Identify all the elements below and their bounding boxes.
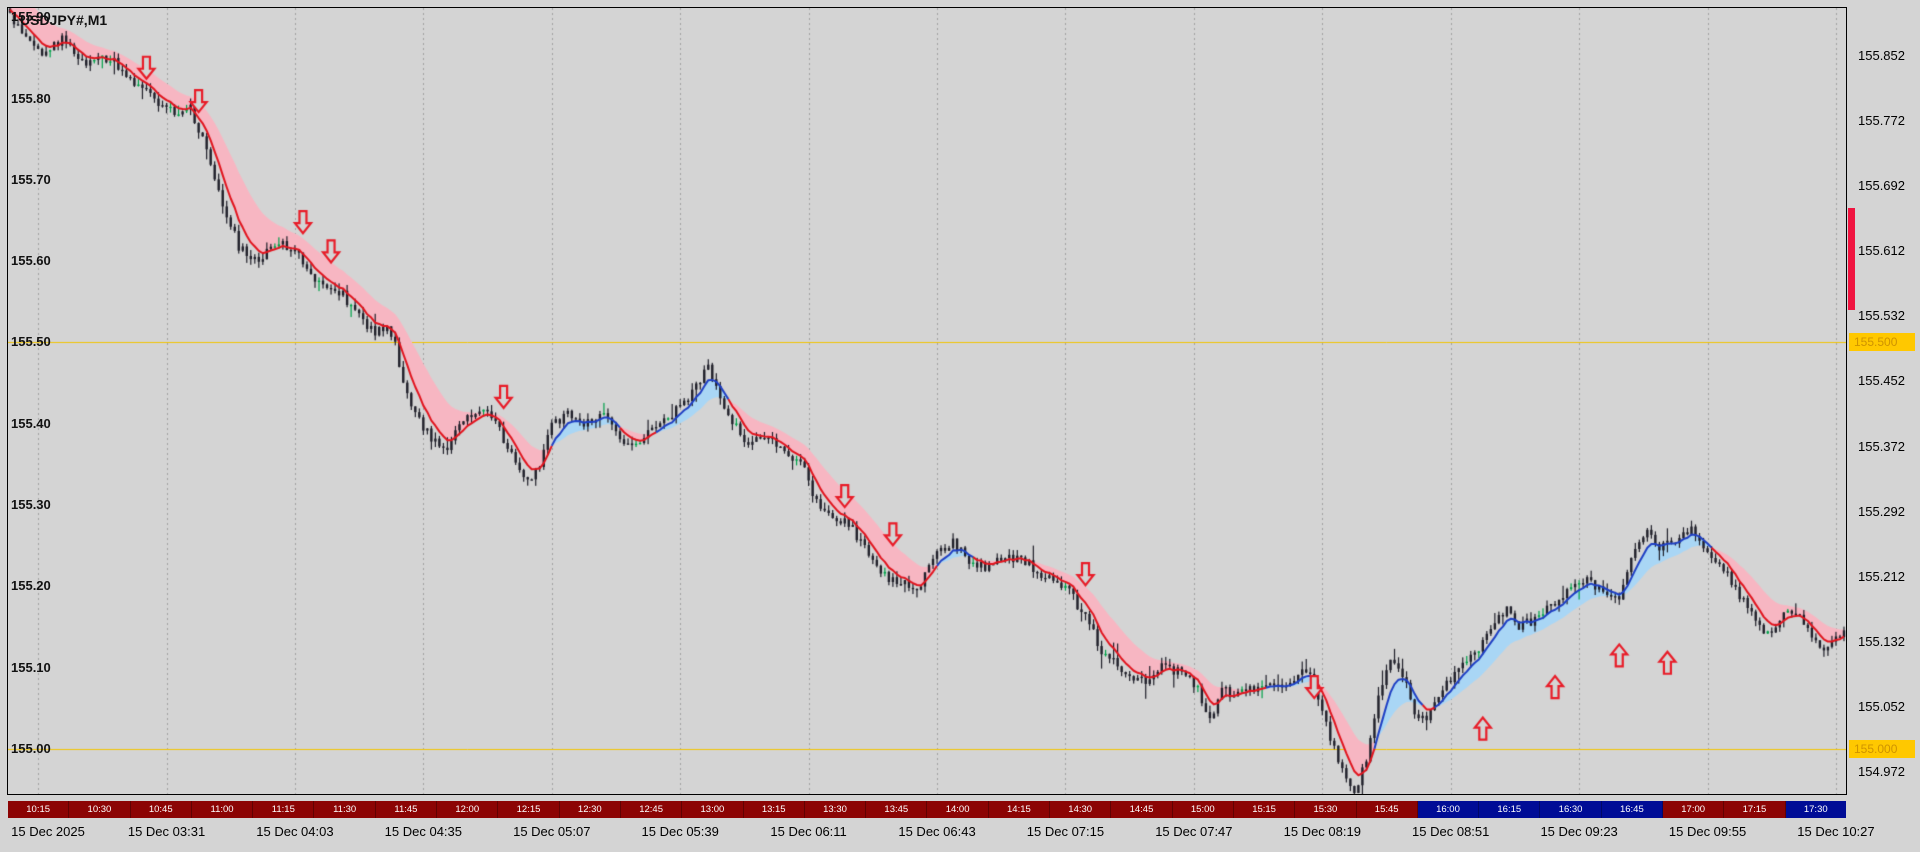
session-cell: 12:00 [437, 801, 499, 818]
session-cell: 15:45 [1356, 801, 1418, 818]
session-cell: 14:45 [1111, 801, 1173, 818]
session-cell: 12:15 [498, 801, 560, 818]
time-axis-label: 15 Dec 08:19 [1283, 824, 1361, 839]
price-axis-tick: 155.852 [1858, 48, 1905, 64]
session-cell: 12:30 [559, 801, 621, 818]
price-axis-tick: 155.292 [1858, 503, 1905, 519]
session-indicator-strip: 10:15 10:30 10:45 11:00 11:15 11:30 11:45 12:00… [8, 801, 1846, 818]
time-axis-label: 15 Dec 06:11 [770, 824, 847, 839]
price-level-label: 155.20 [11, 578, 51, 594]
time-axis-label: 15 Dec 05:39 [641, 824, 719, 839]
price-axis-tick: 155.532 [1858, 308, 1905, 324]
session-cell: 13:30 [804, 801, 867, 818]
price-axis-tick: 154.972 [1858, 763, 1905, 779]
session-cell: 11:30 [314, 801, 376, 818]
price-level-label: 155.10 [11, 659, 51, 675]
session-cell: 16:45 [1601, 801, 1664, 818]
price-level-label: 155.40 [11, 415, 51, 431]
session-cell: 13:15 [743, 801, 805, 818]
session-cell: 16:15 [1479, 801, 1541, 818]
time-axis-label: 15 Dec 10:27 [1797, 824, 1875, 839]
time-axis-label: 15 Dec 09:55 [1668, 824, 1747, 839]
time-axis[interactable]: 15 Dec 2025 15 Dec 03:31 15 Dec 04:03 15 De… [0, 824, 1920, 842]
price-axis-tick: 155.372 [1858, 438, 1905, 454]
price-axis-tick: 155.212 [1858, 568, 1905, 584]
session-cell: 17:15 [1724, 801, 1786, 818]
time-axis-label: 15 Dec 09:23 [1540, 824, 1618, 839]
candlestick-canvas[interactable] [8, 8, 1846, 794]
session-cell: 13:45 [866, 801, 928, 818]
time-axis-label: 15 Dec 06:43 [898, 824, 976, 839]
session-cell: 17:30 [1785, 801, 1846, 818]
price-axis-tick: 155.772 [1858, 113, 1905, 129]
time-axis-label: 15 Dec 05:07 [513, 824, 591, 839]
time-axis-label: 15 Dec 07:15 [1026, 824, 1105, 839]
price-axis[interactable]: 155.852 155.772 155.692 155.612 155.532 155.4… [1847, 8, 1920, 794]
price-axis-tick: 155.692 [1858, 178, 1905, 194]
price-axis-tick: 155.132 [1858, 633, 1905, 649]
price-level-label: 155.80 [11, 90, 51, 106]
session-cell: 16:30 [1540, 801, 1602, 818]
time-axis-label: 15 Dec 07:47 [1155, 824, 1233, 839]
time-axis-label: 15 Dec 03:31 [127, 824, 206, 839]
price-axis-tick: 155.452 [1858, 373, 1905, 389]
price-level-label: 155.60 [11, 253, 51, 269]
session-cell: 15:15 [1233, 801, 1296, 818]
time-axis-label: 15 Dec 04:03 [256, 824, 334, 839]
price-level-label: 155.30 [11, 497, 51, 513]
session-cell: 13:00 [682, 801, 744, 818]
session-cell: 14:00 [927, 801, 989, 818]
session-cell: 11:45 [375, 801, 438, 818]
session-cell: 16:00 [1417, 801, 1480, 818]
price-level-label: 155.90 [11, 9, 51, 25]
session-cell: 15:00 [1172, 801, 1234, 818]
price-axis-tick: 155.052 [1858, 698, 1905, 714]
price-line-badge: 155.500 [1849, 333, 1915, 352]
session-cell: 14:15 [988, 801, 1051, 818]
time-axis-label: 15 Dec 2025 [11, 824, 85, 839]
session-cell: 10:15 [8, 801, 70, 818]
time-axis-label: 15 Dec 08:51 [1412, 824, 1490, 839]
session-cell: 11:00 [191, 801, 254, 818]
price-chart-area[interactable]: USDJPY#,M1 155.90 155.80 155.70 155.60 155.5… [7, 7, 1847, 795]
price-level-label: 155.70 [11, 171, 51, 187]
price-line-badge: 155.000 [1849, 739, 1915, 758]
session-cell: 17:00 [1663, 801, 1725, 818]
session-cell: 10:30 [69, 801, 131, 818]
time-axis-label: 15 Dec 04:35 [384, 824, 463, 839]
session-cell: 15:30 [1295, 801, 1357, 818]
price-level-label: 155.50 [11, 334, 51, 350]
price-level-label: 155.00 [11, 740, 51, 756]
chart-symbol-title: USDJPY#,M1 [20, 12, 108, 28]
session-cell: 12:45 [620, 801, 683, 818]
session-cell: 10:45 [130, 801, 192, 818]
price-range-marker [1848, 208, 1855, 310]
session-cell: 11:15 [253, 801, 315, 818]
price-axis-tick: 155.612 [1858, 243, 1905, 259]
session-cell: 14:30 [1050, 801, 1112, 818]
